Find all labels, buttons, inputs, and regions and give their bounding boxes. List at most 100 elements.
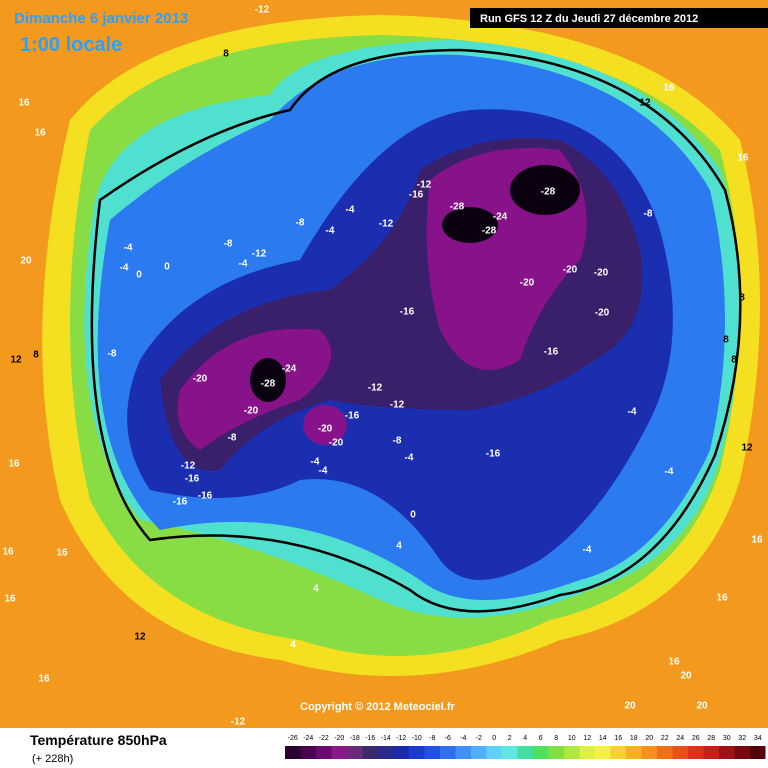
- scale-swatch: [688, 746, 704, 759]
- scale-label: 32: [738, 735, 746, 742]
- scale-swatch: [703, 746, 719, 759]
- scale-label: -8: [429, 735, 435, 742]
- scale-swatch: [548, 746, 564, 759]
- date: Dimanche 6 janvier 2013: [14, 10, 188, 27]
- contour-label: 4: [313, 584, 319, 595]
- scale-swatch: [316, 746, 332, 759]
- scale-swatch: [517, 746, 533, 759]
- scale-label: -16: [365, 735, 375, 742]
- contour-label: 8: [723, 335, 729, 346]
- contour-label: -8: [108, 349, 117, 360]
- scale-label: -6: [445, 735, 451, 742]
- scale-label: -12: [396, 735, 406, 742]
- contour-label: 20: [696, 701, 708, 712]
- contour-label: -16: [345, 411, 360, 422]
- contour-label: 16: [18, 98, 30, 109]
- scale-label: 28: [707, 735, 715, 742]
- contour-label: 16: [716, 593, 728, 604]
- contour-label: -12: [379, 219, 394, 230]
- scale-label: 6: [539, 735, 543, 742]
- contour-label: 12: [741, 443, 753, 454]
- scale-label: -24: [303, 735, 313, 742]
- contour-label: 0: [164, 262, 170, 273]
- contour-label: -28: [541, 187, 556, 198]
- contour-label: -16: [409, 190, 424, 201]
- contour-label: -12: [368, 383, 383, 394]
- scale-swatch: [734, 746, 750, 759]
- scale-label: 8: [554, 735, 558, 742]
- contour-label: -8: [224, 239, 233, 250]
- scale-swatch: [657, 746, 673, 759]
- scale-label: 0: [492, 735, 496, 742]
- contour-label: -4: [239, 259, 248, 270]
- scale-label: 16: [614, 735, 622, 742]
- contour-label: 4: [290, 640, 296, 651]
- contour-label: -4: [405, 453, 414, 464]
- contour-label: -4: [319, 466, 328, 477]
- scale-label: 12: [583, 735, 591, 742]
- contour-label: 16: [668, 657, 680, 668]
- scale-swatch: [502, 746, 518, 759]
- contour-label: 20: [680, 671, 692, 682]
- contour-label: 12: [639, 98, 651, 109]
- scale-swatch: [750, 746, 766, 759]
- time: 1:00 locale: [20, 34, 122, 56]
- contour-label: -24: [493, 212, 508, 223]
- contour-label: -4: [583, 545, 592, 556]
- contour-label: -16: [486, 449, 501, 460]
- scale-label: 34: [754, 735, 762, 742]
- contour-label: 16: [34, 128, 46, 139]
- scale-swatch: [409, 746, 425, 759]
- contour-label: -8: [393, 436, 402, 447]
- scale-label: 2: [508, 735, 512, 742]
- contour-label: -4: [124, 243, 133, 254]
- scale-label: 26: [692, 735, 700, 742]
- run: Run GFS 12 Z du Jeudi 27 décembre 2012: [480, 13, 698, 25]
- contour-label: -8: [644, 209, 653, 220]
- contour-label: -20: [595, 308, 610, 319]
- scale-swatch: [486, 746, 502, 759]
- scale-swatch: [672, 746, 688, 759]
- scale-swatch: [393, 746, 409, 759]
- contour-label: 4: [396, 541, 402, 552]
- contour-label: 8: [223, 49, 229, 60]
- footer-lead: (+ 228h): [32, 753, 73, 765]
- scale-swatch: [378, 746, 394, 759]
- contour-label: -20: [244, 406, 259, 417]
- copyright: Copyright © 2012 Meteociel.fr: [300, 701, 456, 713]
- scale-swatch: [455, 746, 471, 759]
- contour-label: 16: [663, 83, 675, 94]
- contour-label: 16: [8, 459, 20, 470]
- scale-swatch: [471, 746, 487, 759]
- contour-label: -12: [417, 180, 432, 191]
- scale-label: -14: [381, 735, 391, 742]
- scale-swatch: [440, 746, 456, 759]
- contour-label: -12: [252, 249, 267, 260]
- contour-label: 8: [739, 293, 745, 304]
- contour-label: 16: [38, 674, 50, 685]
- contour-label: 16: [4, 594, 16, 605]
- contour-label: -8: [228, 433, 237, 444]
- contour-label: -4: [326, 226, 335, 237]
- footer-title: Température 850hPa: [30, 732, 167, 748]
- contour-label: -20: [329, 438, 344, 449]
- scale-swatch: [331, 746, 347, 759]
- contour-label: -20: [594, 268, 609, 279]
- scale-label: 22: [661, 735, 669, 742]
- contour-label: 16: [751, 535, 763, 546]
- contour-label: -28: [482, 226, 497, 237]
- scale-swatch: [424, 746, 440, 759]
- contour-label: -12: [255, 5, 270, 16]
- scale-label: 20: [645, 735, 653, 742]
- scale-label: -26: [288, 735, 298, 742]
- scale-label: 4: [523, 735, 527, 742]
- scale-swatch: [347, 746, 363, 759]
- contour-label: -16: [544, 347, 559, 358]
- contour-label: -8: [296, 218, 305, 229]
- scale-label: -20: [334, 735, 344, 742]
- scale-swatch: [300, 746, 316, 759]
- scale-swatch: [579, 746, 595, 759]
- scale-label: 14: [599, 735, 607, 742]
- contour-label: -20: [318, 424, 333, 435]
